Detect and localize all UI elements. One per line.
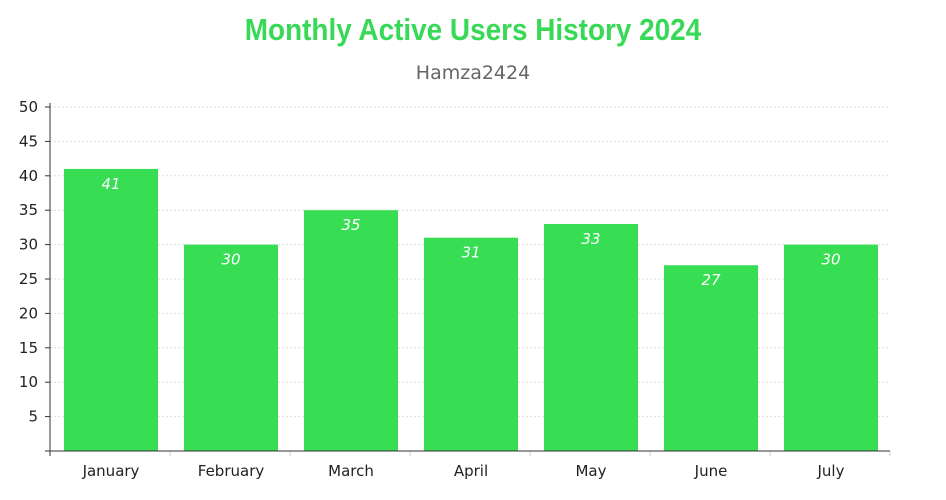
x-tick-label-june: June [694, 462, 728, 480]
x-tick-label-may: May [575, 462, 606, 480]
y-tick-label-20: 20 [19, 304, 38, 322]
bar-april [424, 238, 518, 451]
bar-july [784, 245, 878, 451]
y-tick-label-40: 40 [19, 167, 38, 185]
data-label-july: 30 [821, 251, 840, 269]
x-tick-label-july: July [817, 462, 845, 480]
y-tick-label-15: 15 [19, 339, 38, 357]
y-tick-label-45: 45 [19, 132, 38, 150]
data-label-june: 27 [701, 271, 721, 289]
x-tick-label-april: April [454, 462, 488, 480]
y-tick-label-50: 50 [19, 98, 38, 116]
data-label-april: 31 [461, 244, 480, 262]
x-tick-label-january: January [82, 462, 140, 480]
data-label-may: 33 [581, 230, 600, 248]
bar-january [64, 169, 158, 451]
y-tick-label-25: 25 [19, 270, 38, 288]
bar-march [304, 210, 398, 451]
data-label-january: 41 [101, 175, 120, 193]
bar-june [664, 265, 758, 451]
y-tick-label-35: 35 [19, 201, 38, 219]
y-tick-label-10: 10 [19, 373, 38, 391]
y-tick-label-30: 30 [19, 236, 38, 254]
x-tick-label-february: February [198, 462, 265, 480]
data-label-february: 30 [221, 251, 240, 269]
bar-february [184, 245, 278, 451]
x-tick-label-march: March [328, 462, 374, 480]
data-label-march: 35 [341, 216, 360, 234]
y-tick-label-5: 5 [28, 408, 38, 426]
bar-may [544, 224, 638, 451]
